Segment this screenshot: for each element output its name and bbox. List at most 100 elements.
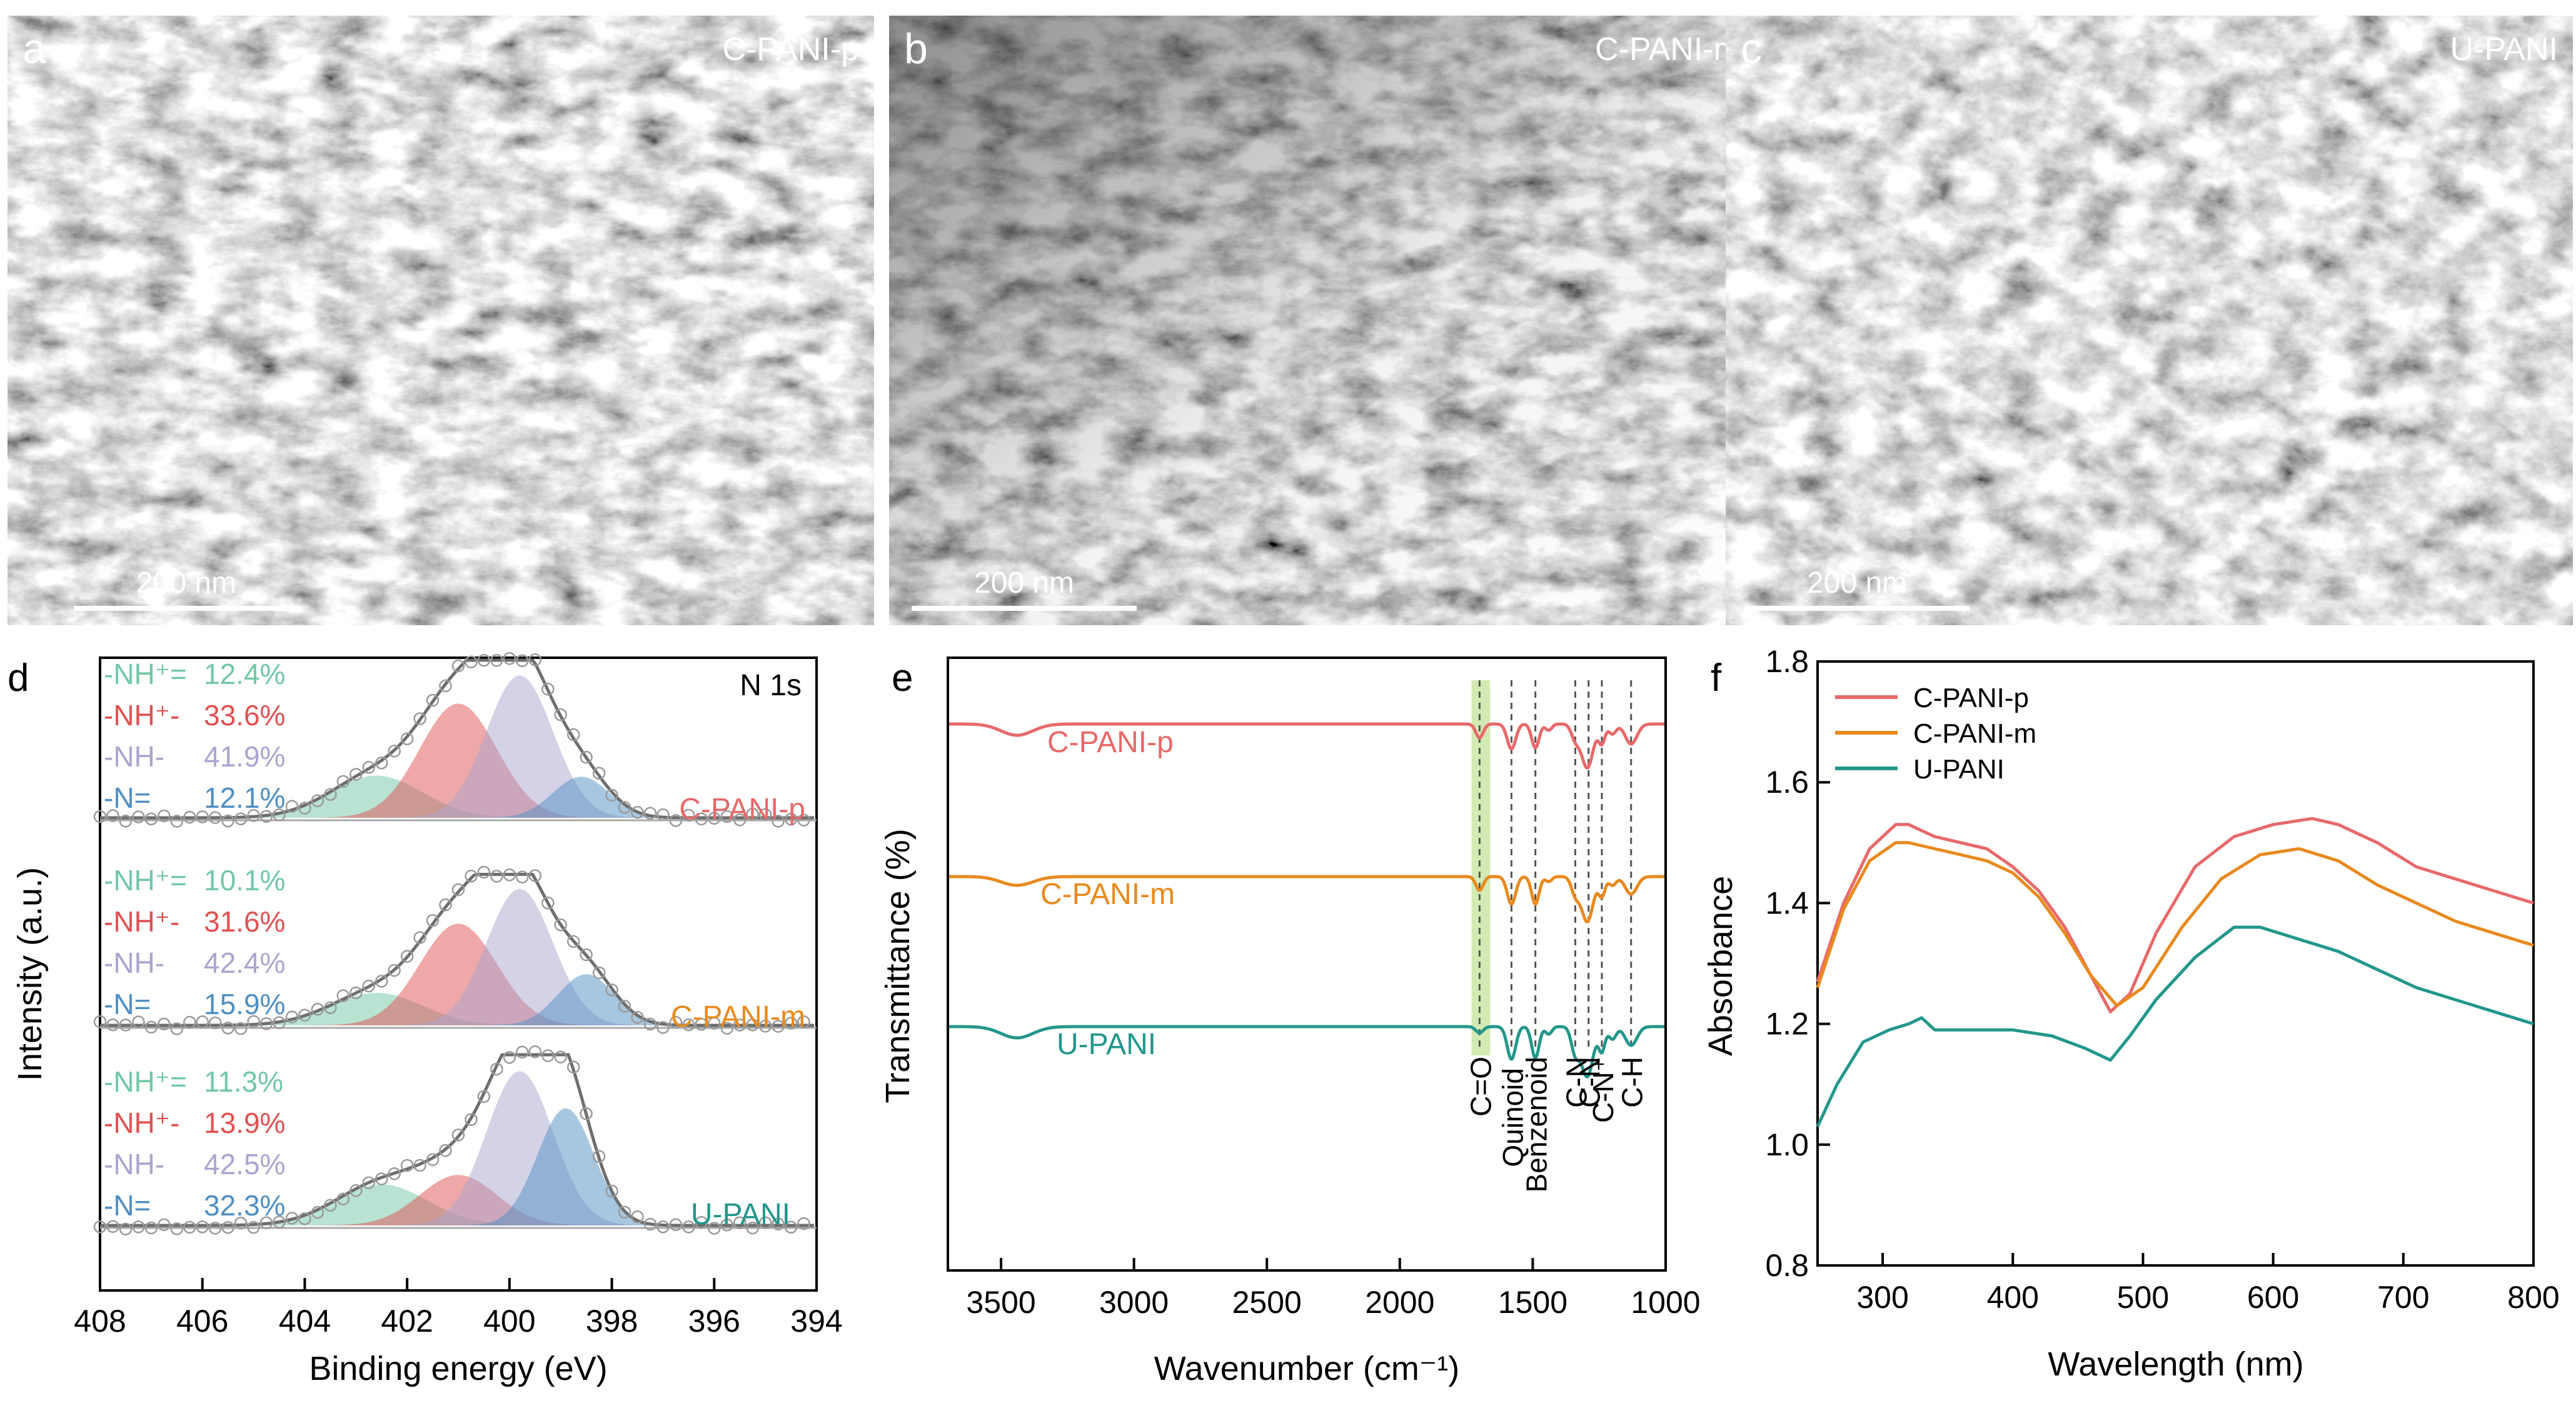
- xps-data-point: [208, 811, 222, 824]
- uvvis-xtick-label: 800: [2507, 1280, 2559, 1315]
- xps-data-point: [362, 1176, 376, 1190]
- xps-data-point: [388, 744, 401, 758]
- sem-title-b: C-PANI-m: [1594, 31, 1741, 68]
- uvvis-xlabel: Wavelength (nm): [2048, 1345, 2303, 1383]
- xps-data-point: [605, 983, 618, 997]
- xps-data-point: [298, 802, 311, 815]
- xps-data-point: [618, 1000, 631, 1013]
- value-u-nhp-minus: 13.9%: [204, 1107, 285, 1139]
- uvvis-x-axis: 300 400 500 600 700 800: [1856, 1253, 2560, 1315]
- ftir-traces: [948, 722, 1666, 1079]
- xps-data-point: [733, 813, 747, 827]
- ftir-annotation-label: C-N: [1560, 1057, 1592, 1108]
- xps-data-point: [503, 1051, 516, 1064]
- ftir-xtick-label: 3000: [1099, 1285, 1169, 1320]
- xps-xtick-label: 396: [688, 1304, 740, 1339]
- xps-data-point: [221, 1221, 234, 1234]
- xps-data-point: [285, 1010, 299, 1023]
- ftir-annotation-label: C=O: [1464, 1057, 1497, 1117]
- legend-label-u: U-PANI: [1913, 754, 2005, 785]
- xps-data-point: [106, 809, 119, 822]
- panel-letter-b: b: [904, 25, 928, 73]
- xps-data-point: [605, 1184, 618, 1198]
- xps-data-point: [259, 810, 273, 823]
- xps-data-point: [657, 808, 670, 822]
- xps-data-point: [477, 653, 491, 667]
- xps-data-point: [234, 1022, 248, 1035]
- xps-data-point: [93, 1220, 107, 1234]
- xps-data-point: [439, 1144, 452, 1157]
- xps-data-point: [720, 1022, 734, 1035]
- xps-data-point: [669, 1015, 683, 1029]
- xps-data-point: [273, 1215, 286, 1229]
- xps-xtick-label: 394: [790, 1304, 842, 1339]
- xps-data-point: [324, 788, 337, 801]
- xps-data-point: [439, 679, 452, 693]
- xps-data-point: [426, 693, 440, 707]
- xps-data-point: [350, 986, 363, 1000]
- xps-data-point: [273, 808, 286, 822]
- ftir-series-name-m: C-PANI-m: [1040, 878, 1175, 911]
- xps-data-point: [413, 1159, 426, 1172]
- xps-component-nhp-eq: [253, 993, 715, 1025]
- ftir-annotation-label: Benzenoid: [1521, 1057, 1553, 1192]
- ftir-series-name-p: C-PANI-p: [1047, 726, 1174, 759]
- ftir-highlight-band: [1471, 680, 1491, 1055]
- label-p-nhp-minus: -NH⁺-: [104, 699, 179, 732]
- xps-data-point: [234, 812, 248, 825]
- xps-data-point: [196, 1220, 209, 1234]
- xps-data-point: [465, 869, 478, 883]
- label-u-nhp-eq: -NH⁺=: [104, 1065, 187, 1098]
- xps-data-point: [119, 1018, 133, 1032]
- xps-data-point: [413, 712, 426, 725]
- xps-data-point: [746, 1018, 759, 1032]
- ftir-annotation-label: C-N: [1574, 1057, 1606, 1108]
- value-u-nhp-eq: 11.3%: [204, 1065, 283, 1098]
- label-u-n-eq: -N=: [104, 1189, 151, 1222]
- xps-series-name-u: U-PANI: [691, 1198, 790, 1231]
- value-m-nh: 42.4%: [204, 947, 285, 979]
- xps-data-point: [554, 708, 567, 722]
- legend-label-p: C-PANI-p: [1913, 683, 2029, 713]
- xps-data-point: [784, 1017, 798, 1030]
- sem-image-a: [8, 16, 874, 625]
- xps-data-point: [580, 948, 593, 962]
- sem-image-b: [889, 16, 1756, 625]
- xps-data-point: [196, 810, 209, 823]
- xps-data-point: [503, 652, 516, 665]
- xps-data-point: [758, 808, 772, 822]
- ftir-annotation-label: C-H: [1616, 1057, 1649, 1108]
- xps-data-point: [618, 1205, 631, 1219]
- xps-data-point: [183, 1220, 196, 1234]
- xps-ylabel: Intensity (a.u.): [11, 867, 49, 1081]
- xps-data-point: [132, 810, 145, 823]
- xps-data-point: [132, 1220, 145, 1234]
- xps-data-point: [144, 1221, 158, 1235]
- xps-data-point: [516, 870, 529, 884]
- xps-data-point: [285, 800, 299, 813]
- xps-data-point: [106, 1220, 119, 1233]
- uvvis-xtick-label: 600: [2247, 1280, 2299, 1315]
- xps-data-point: [170, 1222, 184, 1235]
- value-p-n-eq: 12.1%: [204, 782, 285, 814]
- xps-data-point: [439, 898, 452, 912]
- xps-component-nhp-eq: [253, 775, 715, 818]
- uvvis-xtick-label: 500: [2117, 1280, 2169, 1315]
- xps-data-point: [631, 806, 644, 819]
- xps-data-point: [566, 728, 580, 742]
- ftir-xtick-label: 2500: [1232, 1285, 1302, 1320]
- value-p-nhp-minus: 33.6%: [204, 699, 285, 732]
- xps-data-point: [758, 1216, 772, 1230]
- panel-letter-d: d: [8, 656, 29, 700]
- xps-data-point: [695, 1018, 708, 1031]
- ftir-trace: [948, 722, 1666, 770]
- ftir-xtick-label: 3500: [966, 1285, 1035, 1320]
- xps-data-point: [477, 865, 491, 879]
- xps-data-point: [311, 1003, 325, 1016]
- xps-data-point: [631, 1011, 644, 1024]
- value-m-nhp-minus: 31.6%: [204, 905, 285, 938]
- xps-data-point: [784, 1220, 798, 1234]
- xps-data-point: [643, 1017, 657, 1031]
- xps-data-point: [400, 950, 414, 963]
- xps-data-point: [784, 812, 798, 826]
